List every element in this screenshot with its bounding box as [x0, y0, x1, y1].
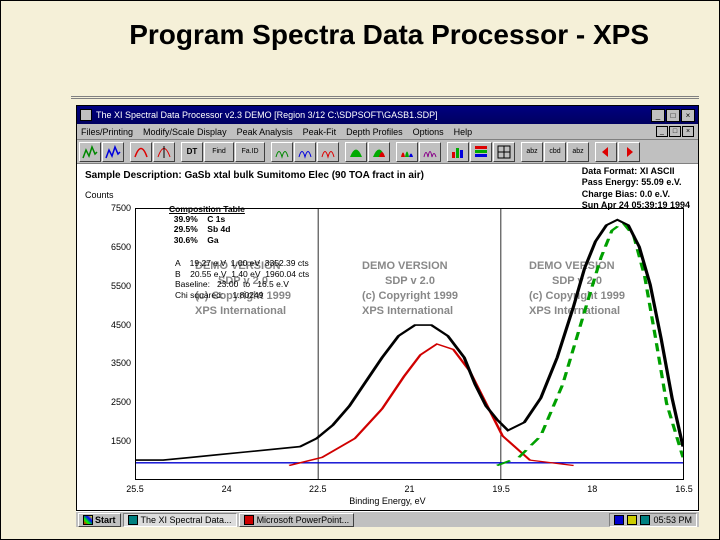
tool-spectra-blue-icon[interactable]: [102, 142, 124, 162]
close-button[interactable]: ×: [681, 109, 695, 122]
mdi-max[interactable]: □: [669, 126, 681, 137]
x-tick: 16.5: [675, 484, 693, 494]
y-tick: 1500: [97, 436, 131, 446]
window-title: The XI Spectral Data Processor v2.3 DEMO…: [96, 110, 438, 120]
taskbar: Start The XI Spectral Data... Microsoft …: [76, 511, 699, 527]
windows-icon: [83, 515, 93, 525]
menu-depth[interactable]: Depth Profiles: [346, 127, 403, 137]
taskbar-item[interactable]: Microsoft PowerPoint...: [239, 513, 355, 527]
fit-row: Chi squared: 1.80249: [175, 290, 309, 301]
menu-modify[interactable]: Modify/Scale Display: [143, 127, 227, 137]
task-label: The XI Spectral Data...: [141, 515, 232, 525]
content-area: Sample Description: GaSb xtal bulk Sumit…: [77, 164, 698, 510]
tray-icon[interactable]: [640, 515, 650, 525]
tool-label2-icon[interactable]: cbd: [544, 142, 566, 162]
tool-bars-icon[interactable]: [447, 142, 469, 162]
y-tick: 2500: [97, 397, 131, 407]
tool-peak-red-icon[interactable]: [130, 142, 152, 162]
tool-outline-icon[interactable]: [419, 142, 441, 162]
x-tick: 25.5: [126, 484, 144, 494]
minimize-button[interactable]: _: [651, 109, 665, 122]
x-axis-label: Binding Energy, eV: [77, 496, 698, 506]
menu-options[interactable]: Options: [413, 127, 444, 137]
app-icon: [244, 515, 254, 525]
y-tick: 3500: [97, 358, 131, 368]
menu-peak-analysis[interactable]: Peak Analysis: [237, 127, 293, 137]
chart-svg: [136, 209, 683, 479]
clock: 05:53 PM: [653, 515, 692, 525]
metadata: Data Format: XI ASCII Pass Energy: 55.09…: [582, 166, 690, 211]
tool-fit-red-icon[interactable]: [317, 142, 339, 162]
menu-help[interactable]: Help: [454, 127, 473, 137]
toolbar: DT Find Fa.ID abz cbd abz: [77, 140, 698, 164]
spectrum-chart: [135, 208, 684, 480]
app-window: The XI Spectral Data Processor v2.3 DEMO…: [76, 105, 699, 511]
divider: [71, 96, 699, 97]
tray-icon[interactable]: [627, 515, 637, 525]
meta-pass-energy: Pass Energy: 55.09 e.V.: [582, 177, 690, 188]
comp-row: 39.9% C 1s: [169, 214, 245, 224]
tool-label-icon[interactable]: abz: [521, 142, 543, 162]
menu-peak-fit[interactable]: Peak-Fit: [303, 127, 337, 137]
tool-fill-split-icon[interactable]: [368, 142, 390, 162]
maximize-button[interactable]: □: [666, 109, 680, 122]
taskbar-item[interactable]: The XI Spectral Data...: [123, 513, 237, 527]
titlebar: The XI Spectral Data Processor v2.3 DEMO…: [77, 106, 698, 124]
tray-icon[interactable]: [614, 515, 624, 525]
tool-fit-blue-icon[interactable]: [294, 142, 316, 162]
system-tray: 05:53 PM: [609, 513, 697, 527]
menu-files[interactable]: Files/Printing: [81, 127, 133, 137]
x-tick: 24: [222, 484, 232, 494]
tool-find-icon[interactable]: Find: [204, 142, 234, 162]
mdi-min[interactable]: _: [656, 126, 668, 137]
comp-row: 29.5% Sb 4d: [169, 224, 245, 234]
tool-label3-icon[interactable]: abz: [567, 142, 589, 162]
x-tick: 18: [587, 484, 597, 494]
tool-table-icon[interactable]: [493, 142, 515, 162]
fit-row: Baseline: 23.00 to 16.5 e.V: [175, 279, 309, 290]
comp-row: 30.6% Ga: [169, 235, 245, 245]
window-controls: _ □ ×: [651, 109, 695, 122]
tool-multi-icon[interactable]: [396, 142, 418, 162]
divider: [71, 98, 699, 99]
meta-charge-bias: Charge Bias: 0.0 e.V.: [582, 189, 690, 200]
tool-prev-icon[interactable]: [595, 142, 617, 162]
sample-description: Sample Description: GaSb xtal bulk Sumit…: [85, 170, 424, 181]
fit-info: A 19.27 e.V 1.00 eV 3352.39 cts B 20.55 …: [175, 258, 309, 301]
y-tick: 4500: [97, 320, 131, 330]
app-icon: [80, 109, 92, 121]
x-tick: 22.5: [309, 484, 327, 494]
tool-fit-green-icon[interactable]: [271, 142, 293, 162]
start-label: Start: [95, 515, 116, 525]
tool-fill-green-icon[interactable]: [345, 142, 367, 162]
x-tick: 21: [404, 484, 414, 494]
menubar: Files/Printing Modify/Scale Display Peak…: [77, 124, 698, 140]
composition-table: Composition Table 39.9% C 1s 29.5% Sb 4d…: [169, 204, 245, 245]
tool-spectra-green-icon[interactable]: [79, 142, 101, 162]
x-tick: 19.5: [492, 484, 510, 494]
fit-row: B 20.55 e.V 1.40 eV 1960.04 cts: [175, 269, 309, 280]
y-tick: 7500: [97, 203, 131, 213]
mdi-close[interactable]: ×: [682, 126, 694, 137]
tool-peak-half-icon[interactable]: [153, 142, 175, 162]
y-tick: 6500: [97, 242, 131, 252]
fit-row: A 19.27 e.V 1.00 eV 3352.39 cts: [175, 258, 309, 269]
start-button[interactable]: Start: [78, 513, 121, 527]
tool-dt-icon[interactable]: DT: [181, 142, 203, 162]
y-tick: 5500: [97, 281, 131, 291]
task-label: Microsoft PowerPoint...: [257, 515, 350, 525]
y-axis-label: Counts: [85, 190, 114, 200]
meta-format: Data Format: XI ASCII: [582, 166, 690, 177]
tool-falid-icon[interactable]: Fa.ID: [235, 142, 265, 162]
comp-title: Composition Table: [169, 204, 245, 214]
slide-title: Program Spectra Data Processor - XPS: [101, 19, 649, 51]
tool-next-icon[interactable]: [618, 142, 640, 162]
app-icon: [128, 515, 138, 525]
tool-depth-icon[interactable]: [470, 142, 492, 162]
